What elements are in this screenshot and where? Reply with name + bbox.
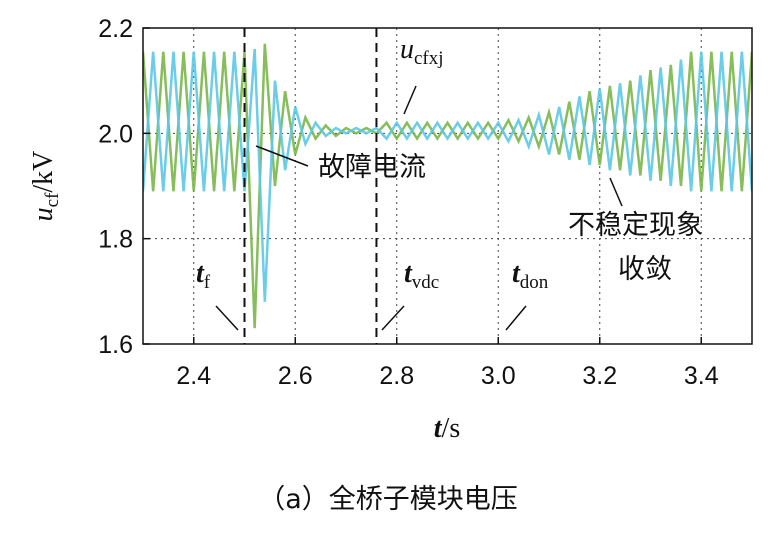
series-line xyxy=(143,43,752,329)
x-tick-label: 2.6 xyxy=(278,362,313,390)
series-line xyxy=(143,48,752,302)
y-tick-label: 2.0 xyxy=(98,120,133,148)
x-tick-label: 3.4 xyxy=(684,362,719,390)
y-tick-label: 1.6 xyxy=(98,331,133,359)
leader-line xyxy=(403,85,417,115)
event-label-main: t xyxy=(404,258,413,289)
x-tick-label: 3.2 xyxy=(582,362,617,390)
y-axis-label: ucf/kV xyxy=(28,151,63,222)
annotation-fault: 故障电流 xyxy=(318,152,426,183)
tick-group: 1.6 1.8 2.0 2.2 2.4 2.6 2.8 3.0 3.2 3.4 xyxy=(98,15,718,390)
x-tick-label: 2.8 xyxy=(379,362,414,390)
annotation-unstable: 不稳定现象 xyxy=(568,210,703,241)
leader-line xyxy=(609,177,623,207)
annotation-don: tdon xyxy=(512,258,549,293)
annotation-unstable: 收敛 xyxy=(618,254,672,285)
x-tick-label: 2.4 xyxy=(176,362,211,390)
marker-group: tf tvdc xyxy=(196,28,439,344)
leader-line xyxy=(505,305,527,331)
y-tick-label: 2.2 xyxy=(98,15,133,43)
leader-line xyxy=(381,305,405,331)
y-tick-label: 1.8 xyxy=(98,226,133,254)
leader-line xyxy=(215,305,239,331)
leader-line xyxy=(255,145,309,167)
event-label: tvdc xyxy=(404,258,439,293)
series-group xyxy=(143,43,752,329)
event-label-main: t xyxy=(196,258,205,289)
annotation-ucf: ucfxj xyxy=(400,34,444,69)
event-label-sub: vdc xyxy=(412,272,439,293)
event-label: tf xyxy=(196,258,211,293)
caption: （a）全桥子模块电压 xyxy=(258,484,518,515)
event-label-sub: f xyxy=(204,272,211,293)
x-tick-label: 3.0 xyxy=(481,362,516,390)
plot-frame xyxy=(142,27,753,345)
x-axis-label: t/s xyxy=(434,413,460,444)
